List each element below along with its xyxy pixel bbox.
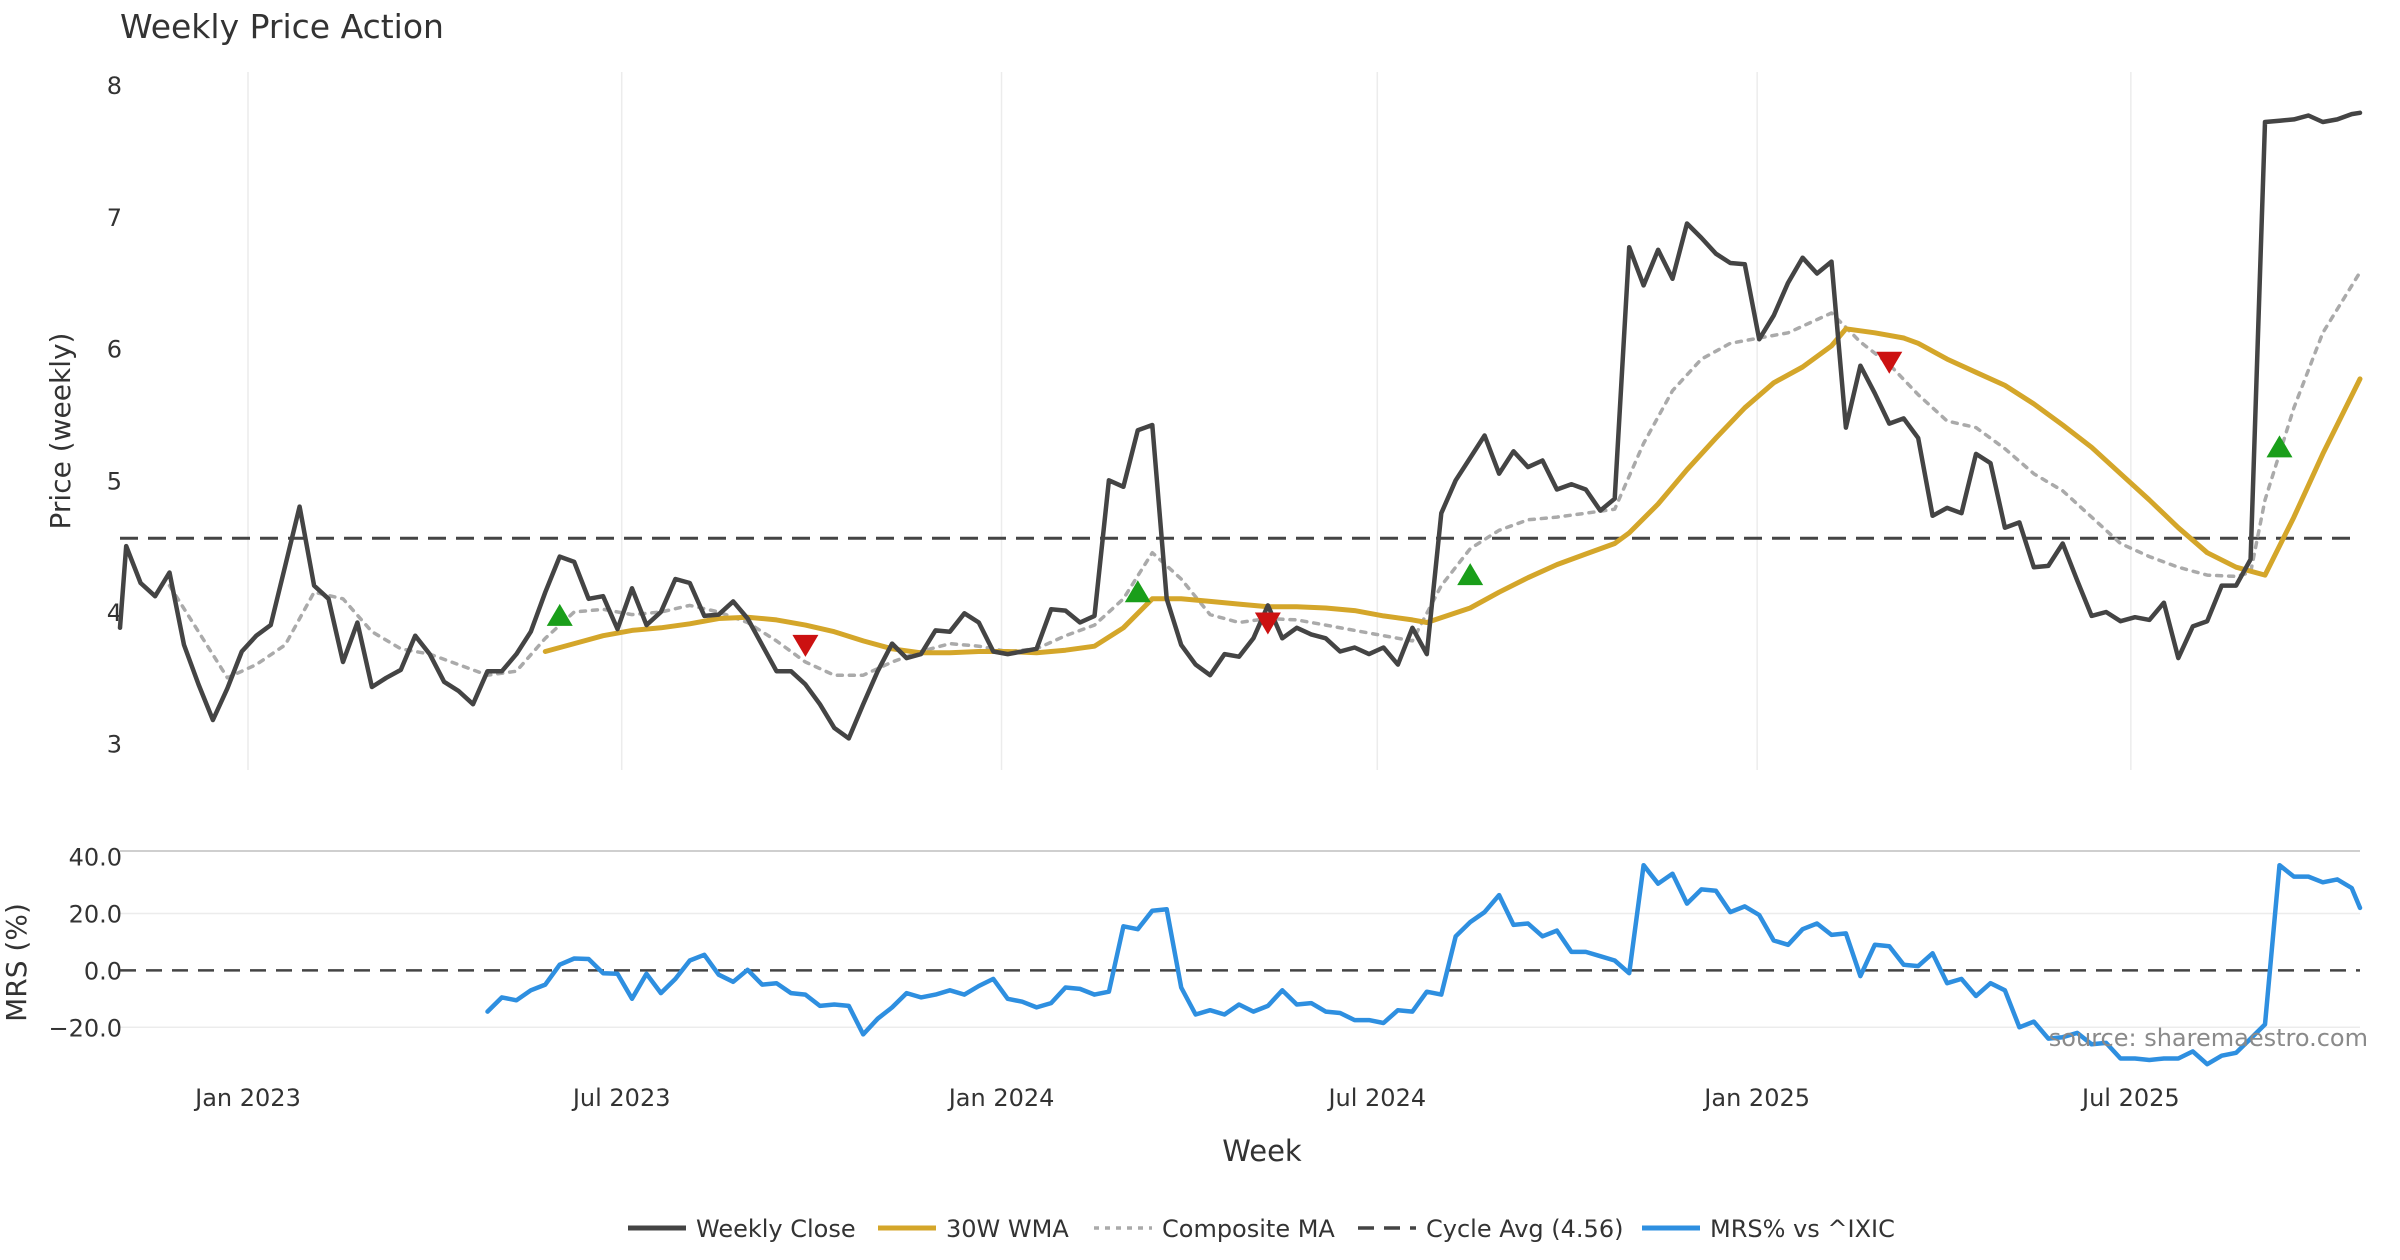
price-panel: 3 4 5 6 7 8 Price (weekly) bbox=[44, 72, 2363, 770]
mrs-y-tick-20-0: 20.0 bbox=[69, 901, 122, 929]
mrs-y-axis-label: MRS (%) bbox=[0, 903, 33, 1022]
mrs-gridlines bbox=[120, 912, 2360, 1029]
x-tick-jan-2023: Jan 2023 bbox=[193, 1084, 301, 1112]
buy-signal-marker bbox=[1124, 580, 1151, 603]
x-axis-label: Week bbox=[1222, 1134, 1302, 1168]
x-tick-jan-2024: Jan 2024 bbox=[947, 1084, 1055, 1112]
mrs-y-tick-40-0: 40.0 bbox=[69, 844, 122, 872]
mrs-y-tick-0-0: 0.0 bbox=[84, 957, 122, 985]
sell-signal-marker bbox=[1254, 612, 1281, 635]
x-tick-jul-2025: Jul 2025 bbox=[2080, 1084, 2180, 1112]
mrs-panel: 40.0 20.0 0.0 −20.0 MRS (%) bbox=[0, 844, 2363, 1067]
legend-label-weekly-close: Weekly Close bbox=[696, 1215, 856, 1243]
legend: Weekly Close 30W WMA Composite MA Cycle Avg… bbox=[628, 1215, 1895, 1243]
price-gridlines bbox=[247, 72, 2132, 770]
price-y-tick-8: 8 bbox=[107, 72, 122, 100]
mrs-y-tick-labels: 40.0 20.0 0.0 −20.0 bbox=[48, 844, 122, 1043]
x-tick-jul-2024: Jul 2024 bbox=[1326, 1084, 1426, 1112]
legend-label-30w-wma: 30W WMA bbox=[946, 1215, 1069, 1243]
source-label: source: sharemaestro.com bbox=[2049, 1024, 2368, 1052]
x-tick-jan-2025: Jan 2025 bbox=[1702, 1084, 1810, 1112]
price-y-tick-labels: 3 4 5 6 7 8 bbox=[107, 72, 122, 758]
series-mrs-vs-ixic bbox=[485, 862, 2363, 1067]
price-y-tick-4: 4 bbox=[107, 599, 122, 627]
price-y-tick-6: 6 bbox=[107, 336, 122, 364]
chart-title: Weekly Price Action bbox=[120, 7, 444, 46]
x-tick-labels: Jan 2023 Jul 2023 Jan 2024 Jul 2024 Jan 2025… bbox=[193, 1084, 2180, 1112]
price-series-lines bbox=[117, 110, 2363, 741]
price-y-tick-3: 3 bbox=[107, 731, 122, 759]
series-weekly-close bbox=[117, 110, 2363, 741]
legend-label-composite-ma: Composite MA bbox=[1162, 1215, 1335, 1243]
sell-signal-marker bbox=[792, 634, 819, 657]
x-tick-jul-2023: Jul 2023 bbox=[571, 1084, 671, 1112]
series-30w-wma bbox=[542, 326, 2363, 656]
legend-label-cycle-avg-4-56: Cycle Avg (4.56) bbox=[1426, 1215, 1623, 1243]
signal-markers bbox=[546, 351, 2293, 657]
buy-signal-marker bbox=[546, 603, 573, 626]
mrs-y-tick-20-0: −20.0 bbox=[48, 1014, 122, 1042]
series-composite-ma bbox=[167, 270, 2362, 680]
price-y-axis-label: Price (weekly) bbox=[44, 333, 77, 530]
legend-label-mrs-vs-ixic: MRS% vs ^IXIC bbox=[1710, 1215, 1895, 1243]
sell-signal-marker bbox=[1876, 351, 1903, 374]
buy-signal-marker bbox=[1457, 563, 1484, 586]
price-y-tick-7: 7 bbox=[107, 204, 122, 232]
price-y-tick-5: 5 bbox=[107, 467, 122, 495]
mrs-series-line bbox=[485, 862, 2363, 1067]
buy-signal-marker bbox=[2266, 435, 2293, 458]
